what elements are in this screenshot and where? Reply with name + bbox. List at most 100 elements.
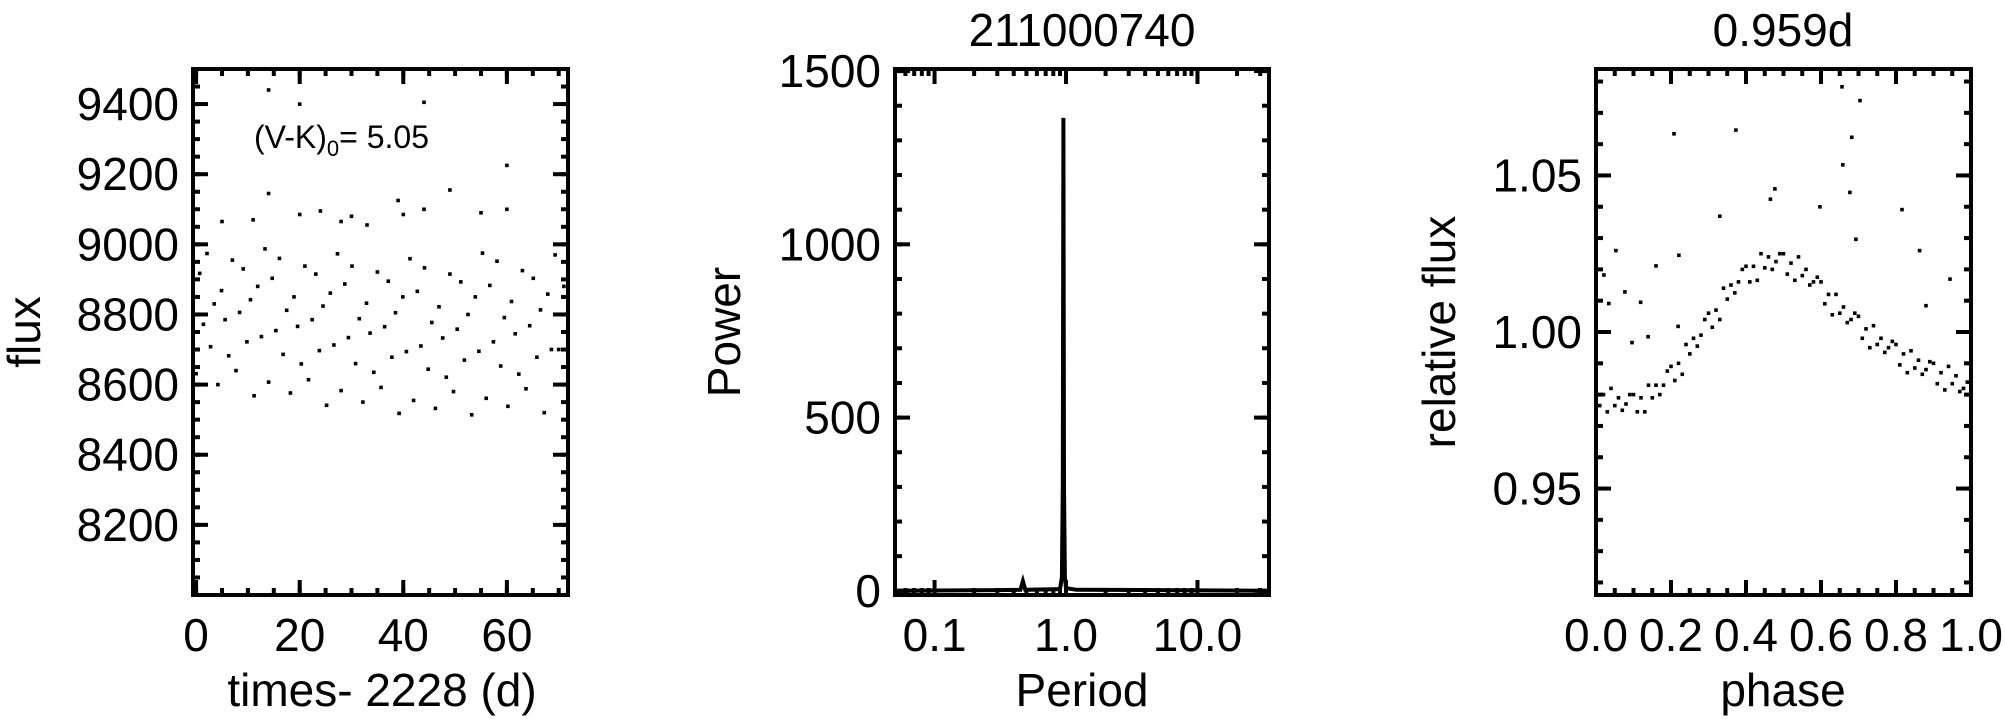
data-point [332, 343, 336, 347]
data-point [1849, 317, 1853, 322]
data-point [480, 251, 485, 255]
data-point [281, 352, 285, 357]
data-point [538, 308, 543, 312]
data-point [426, 367, 430, 371]
data-point [535, 355, 539, 359]
data-point [349, 214, 354, 219]
data-point [451, 389, 456, 394]
data-point [1815, 275, 1820, 279]
data-point [1785, 272, 1790, 276]
data-point [274, 328, 278, 333]
data-point [1789, 261, 1793, 265]
data-point [1725, 297, 1730, 301]
data-point [1631, 392, 1636, 397]
data-point [1834, 292, 1838, 297]
data-point [562, 284, 566, 289]
data-point [317, 348, 322, 353]
data-point [266, 191, 271, 196]
y-tick-label: 1500 [779, 45, 881, 97]
data-point [1620, 408, 1625, 413]
data-point [488, 283, 492, 288]
y-axis-label: Power [698, 267, 750, 397]
data-point [1661, 383, 1666, 387]
light-curve-panel: flux times- 2228 (d) (V-K)0= 5.05 0 20 40 6… [0, 67, 570, 716]
data-point [303, 264, 307, 268]
data-point [299, 362, 304, 366]
data-point [368, 331, 372, 335]
data-point [1901, 352, 1906, 356]
data-point [524, 387, 528, 391]
data-point [361, 400, 365, 404]
data-point [1800, 273, 1805, 278]
data-point [455, 327, 459, 331]
data-point [1676, 361, 1681, 366]
data-point [1630, 340, 1634, 345]
data-point [1853, 311, 1857, 315]
data-point [205, 251, 209, 256]
data-point [194, 371, 198, 376]
plot-title: 0.959d [1713, 4, 1854, 56]
data-point [1736, 280, 1741, 284]
data-point [263, 247, 267, 251]
data-point [219, 288, 224, 293]
data-point [1879, 336, 1883, 341]
data-point [1943, 388, 1947, 392]
data-point [404, 349, 409, 354]
y-axis-label: relative flux [1413, 216, 1465, 449]
data-point [1796, 255, 1801, 259]
data-point [251, 218, 255, 222]
data-point [382, 324, 387, 329]
data-point [1665, 369, 1670, 373]
data-point [1909, 349, 1913, 353]
data-point [1650, 396, 1655, 400]
data-point [1830, 313, 1835, 317]
x-tick-label: 60 [481, 609, 532, 661]
data-point [1913, 366, 1917, 370]
data-point [1623, 290, 1627, 294]
color-index-annotation: (V-K)0= 5.05 [254, 119, 429, 161]
data-point [1905, 370, 1910, 375]
data-point [1635, 410, 1640, 414]
data-point [1609, 386, 1613, 391]
data-point [448, 188, 452, 192]
data-point [1695, 344, 1700, 348]
data-point [1845, 320, 1850, 325]
data-point [1654, 383, 1658, 387]
data-point [1605, 410, 1610, 414]
data-point [1804, 267, 1808, 272]
y-tick-label: 9400 [77, 78, 179, 130]
data-point [1773, 187, 1777, 191]
data-point [1778, 251, 1782, 256]
data-point [1823, 302, 1827, 306]
data-point [1948, 277, 1952, 281]
y-axis-label: flux [0, 296, 50, 368]
data-point [248, 297, 253, 302]
data-point [495, 259, 499, 263]
data-point [484, 396, 488, 401]
data-point [415, 289, 420, 294]
data-point [201, 322, 206, 327]
data-point [469, 413, 474, 417]
data-point [306, 377, 311, 382]
data-point [1638, 300, 1643, 305]
data-point [1900, 207, 1904, 212]
data-point [408, 256, 412, 261]
axis-ticks [193, 69, 568, 595]
x-tick-label: 40 [378, 609, 429, 661]
data-point [531, 276, 536, 281]
annotation-text: (V-K) [254, 119, 327, 155]
data-point [527, 323, 532, 328]
data-point [245, 340, 249, 344]
data-point [1961, 386, 1966, 391]
data-point [1954, 374, 1958, 378]
data-point [241, 267, 245, 271]
data-point [364, 301, 369, 305]
x-axis-label: phase [1720, 664, 1845, 716]
data-point [1840, 85, 1844, 89]
data-point [353, 361, 358, 366]
data-point [430, 320, 434, 325]
data-point [1658, 392, 1662, 397]
data-point [553, 253, 557, 257]
data-point [1920, 372, 1925, 377]
data-point [1871, 323, 1876, 328]
